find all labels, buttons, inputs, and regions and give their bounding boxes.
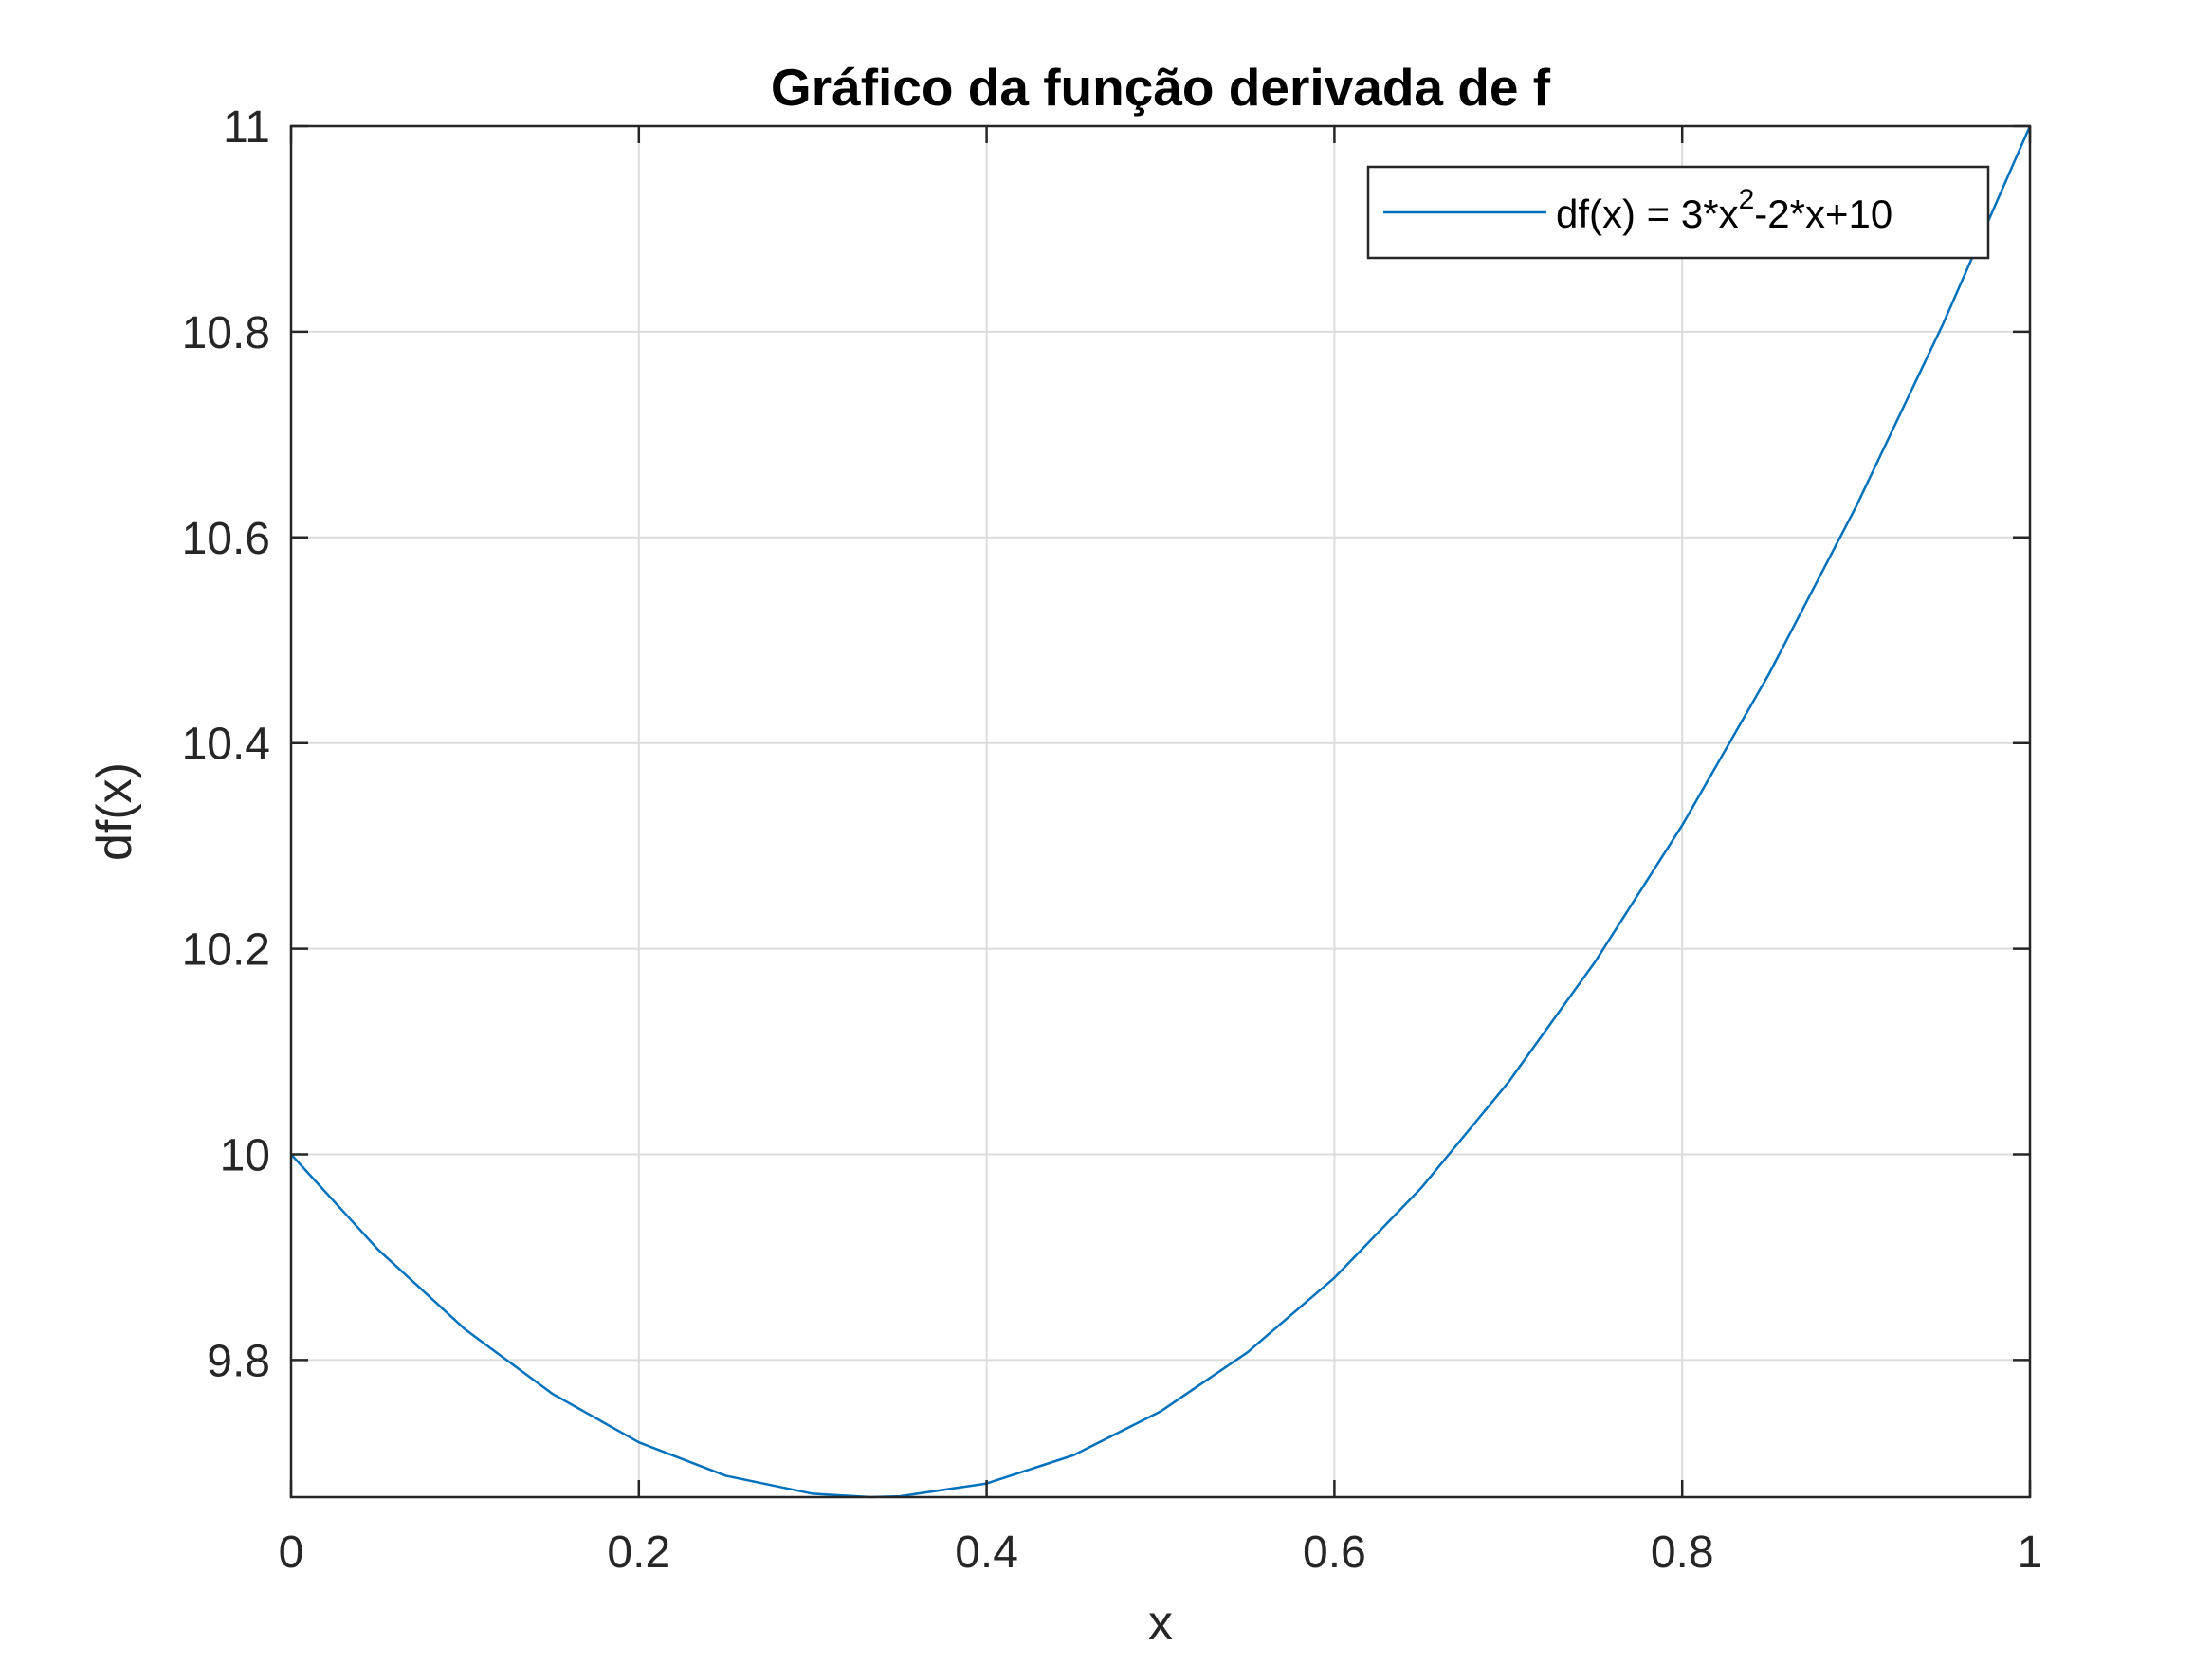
x-tick-label: 0.2 xyxy=(607,1527,670,1578)
legend: df(x) = 3*x2-2*x+10 xyxy=(1366,165,1990,260)
x-tick-label: 0.4 xyxy=(955,1527,1018,1578)
plot-frame xyxy=(289,124,2032,1499)
x-tick-label: 0.6 xyxy=(1303,1527,1366,1578)
y-tick-label: 11 xyxy=(223,102,270,153)
y-tick-label: 9.8 xyxy=(207,1336,270,1386)
y-tick-label: 10.6 xyxy=(182,514,270,564)
legend-label-rest: -2*x+10 xyxy=(1754,192,1892,236)
grid-lines xyxy=(290,125,2031,1497)
x-tick-label: 0 xyxy=(279,1527,304,1578)
x-tick-label: 0.8 xyxy=(1651,1527,1714,1578)
tick-marks xyxy=(289,124,2032,1497)
series-layer xyxy=(290,125,2032,1499)
legend-label: df(x) = 3*x2-2*x+10 xyxy=(1556,184,1892,236)
y-tick-label: 10.4 xyxy=(182,720,270,770)
legend-label-superscript: 2 xyxy=(1739,184,1755,215)
legend-label-base: df(x) = 3*x xyxy=(1556,192,1739,236)
y-axis-label: df(x) xyxy=(87,762,142,861)
chart-title: Gráfico da função derivada de f xyxy=(771,58,1551,117)
x-tick-label: 1 xyxy=(2018,1527,2043,1578)
tick-labels: 0 0.2 0.4 0.6 0.8 1 9.8 10 10.2 10.4 10.6 10.8 11 xyxy=(182,102,2043,1578)
series-line xyxy=(290,125,2032,1499)
y-tick-label: 10.8 xyxy=(182,308,270,358)
y-tick-label: 10 xyxy=(220,1131,270,1181)
y-tick-label: 10.2 xyxy=(182,925,270,976)
x-axis-label: x xyxy=(1148,1596,1173,1651)
